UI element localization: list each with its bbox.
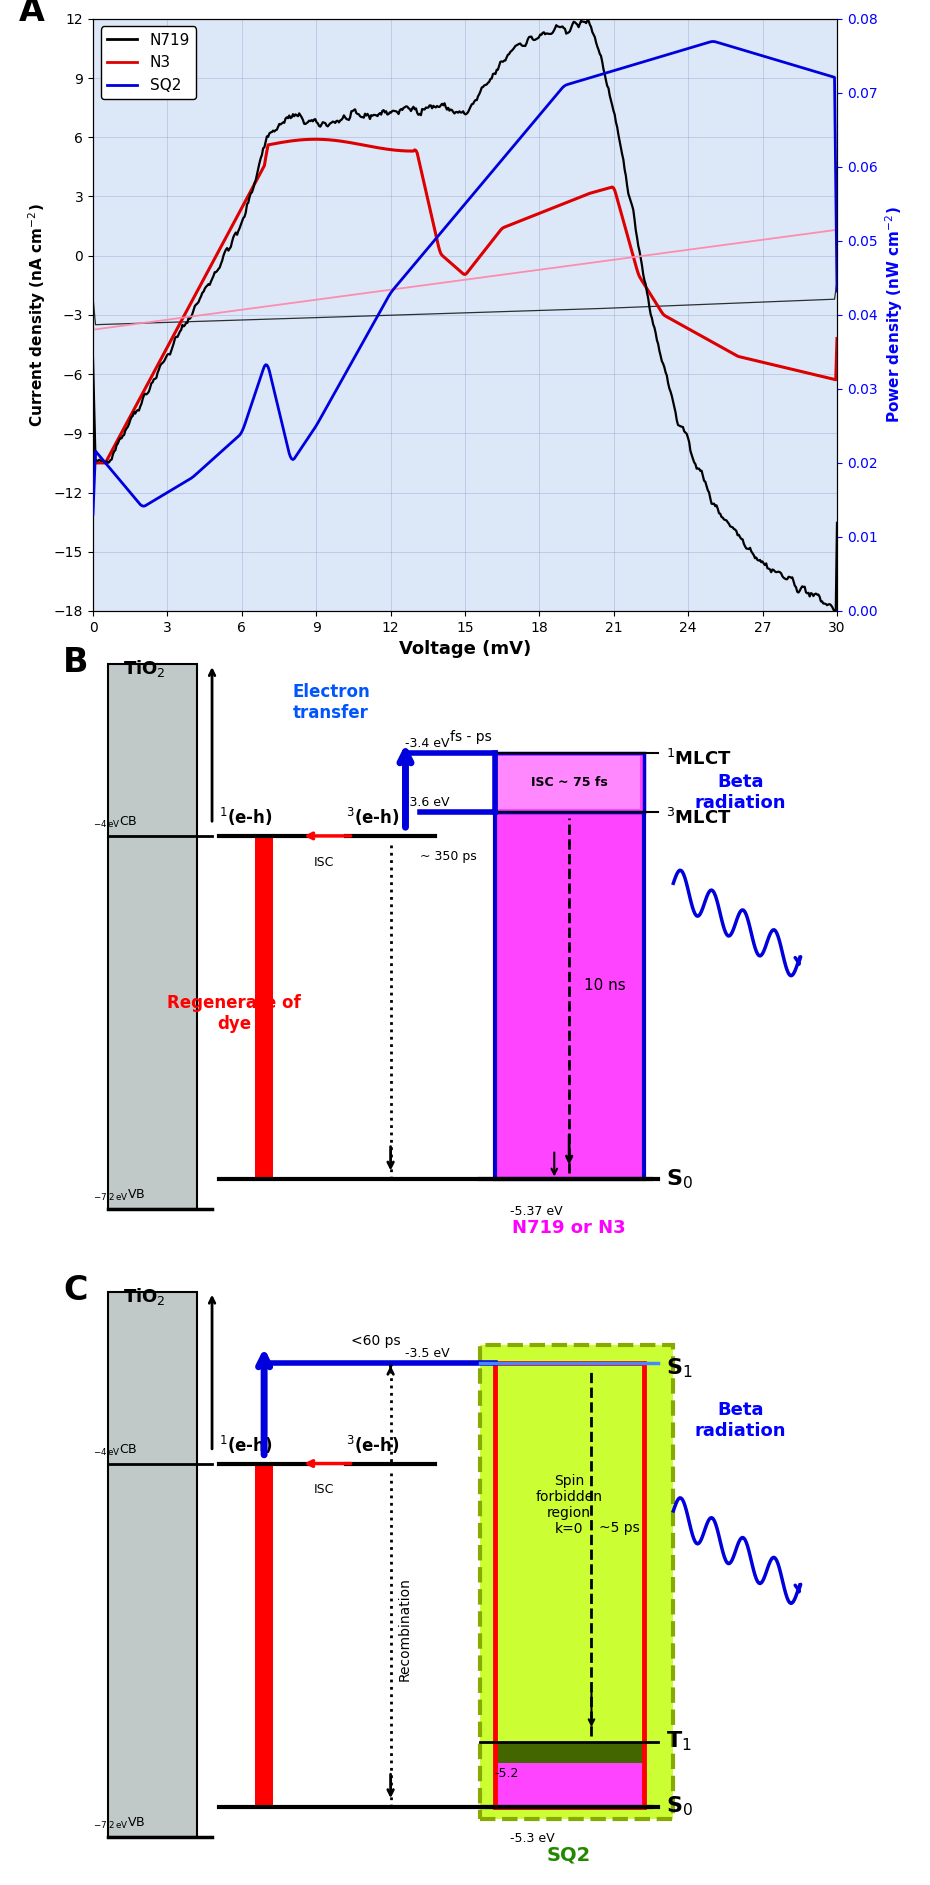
Bar bbox=[108, 664, 197, 1208]
Line: N3: N3 bbox=[93, 139, 837, 464]
Text: <60 ps: <60 ps bbox=[351, 1335, 401, 1348]
SQ2 bbox=[424, 236, 435, 258]
Line: SQ2: SQ2 bbox=[93, 41, 837, 515]
N3 bbox=[528, 204, 539, 226]
Text: $^3$(e-h): $^3$(e-h) bbox=[346, 807, 400, 828]
N719 bbox=[525, 25, 537, 47]
Text: fs - ps: fs - ps bbox=[450, 729, 492, 745]
Bar bbox=[495, 812, 644, 1180]
Text: $^3$MLCT: $^3$MLCT bbox=[666, 809, 731, 828]
Bar bbox=[495, 1762, 644, 1808]
Y-axis label: Current density (nA cm$^{-2}$): Current density (nA cm$^{-2}$) bbox=[27, 204, 48, 426]
Y-axis label: Power density (nW cm$^{-2}$): Power density (nW cm$^{-2}$) bbox=[883, 207, 905, 424]
Bar bbox=[495, 752, 644, 812]
N719 bbox=[829, 599, 840, 622]
Text: -5.37 eV: -5.37 eV bbox=[510, 1205, 563, 1218]
Text: A: A bbox=[19, 0, 45, 28]
Text: $^1$MLCT: $^1$MLCT bbox=[666, 748, 731, 769]
Text: Beta
radiation: Beta radiation bbox=[695, 773, 786, 812]
Text: 10 ns: 10 ns bbox=[584, 978, 626, 993]
SQ2 bbox=[525, 113, 537, 136]
Bar bbox=[108, 1291, 197, 1836]
Text: TiO$_2$: TiO$_2$ bbox=[123, 658, 166, 679]
SQ2 bbox=[219, 437, 231, 460]
Text: $^1$(e-h): $^1$(e-h) bbox=[219, 1434, 273, 1455]
Text: $_{-4\,\mathrm{eV}}$CB: $_{-4\,\mathrm{eV}}$CB bbox=[93, 1442, 138, 1457]
Text: S$_0$: S$_0$ bbox=[666, 1795, 693, 1819]
N3 bbox=[587, 181, 598, 204]
N3 bbox=[88, 452, 100, 475]
Text: C: C bbox=[63, 1274, 87, 1306]
N3 bbox=[220, 226, 232, 249]
Bar bbox=[255, 835, 273, 1180]
Text: ISC: ISC bbox=[313, 856, 334, 869]
Text: -3.4 eV: -3.4 eV bbox=[405, 737, 450, 750]
N719 bbox=[424, 94, 435, 117]
Bar bbox=[495, 1363, 644, 1742]
SQ2 bbox=[584, 66, 595, 89]
SQ2 bbox=[707, 30, 718, 53]
Text: N719 or N3: N719 or N3 bbox=[512, 1218, 626, 1237]
Text: Beta
radiation: Beta radiation bbox=[695, 1401, 786, 1440]
Text: ~ 350 ps: ~ 350 ps bbox=[420, 850, 477, 863]
N719 bbox=[582, 9, 593, 32]
N719 bbox=[831, 511, 843, 533]
N719 bbox=[649, 317, 660, 339]
Text: $_{-7.2\,\mathrm{eV}}$VB: $_{-7.2\,\mathrm{eV}}$VB bbox=[93, 1188, 145, 1203]
Bar bbox=[495, 1742, 644, 1808]
N3 bbox=[280, 130, 291, 153]
Text: T$_1$: T$_1$ bbox=[666, 1730, 692, 1753]
Text: Recombination: Recombination bbox=[398, 1578, 412, 1681]
N3 bbox=[87, 383, 99, 405]
N3 bbox=[650, 292, 661, 315]
Text: $^1$(e-h): $^1$(e-h) bbox=[219, 807, 273, 828]
Text: $_{-7.2\,\mathrm{eV}}$VB: $_{-7.2\,\mathrm{eV}}$VB bbox=[93, 1815, 145, 1830]
Bar bbox=[255, 1463, 273, 1808]
N3 bbox=[831, 328, 843, 351]
Text: $^3$(e-h): $^3$(e-h) bbox=[346, 1434, 400, 1455]
Bar bbox=[495, 1363, 644, 1808]
Bar bbox=[480, 1346, 673, 1819]
N719 bbox=[219, 241, 231, 264]
Text: ISC ~ 75 fs: ISC ~ 75 fs bbox=[531, 777, 607, 790]
Text: Electron
transfer: Electron transfer bbox=[292, 682, 370, 722]
Legend: N719, N3, SQ2: N719, N3, SQ2 bbox=[100, 26, 196, 100]
N719 bbox=[279, 111, 290, 134]
N3 bbox=[310, 128, 321, 151]
SQ2 bbox=[647, 47, 658, 70]
Text: $_{-4\,\mathrm{eV}}$CB: $_{-4\,\mathrm{eV}}$CB bbox=[93, 814, 138, 829]
Line: N719: N719 bbox=[93, 21, 837, 611]
Text: S$_0$: S$_0$ bbox=[666, 1167, 693, 1191]
Text: S$_1$: S$_1$ bbox=[666, 1357, 693, 1380]
Text: -5.2: -5.2 bbox=[495, 1768, 519, 1779]
N719 bbox=[586, 15, 597, 38]
N3 bbox=[427, 207, 438, 230]
SQ2 bbox=[279, 422, 290, 445]
Text: SQ2: SQ2 bbox=[547, 1845, 591, 1864]
Bar bbox=[498, 756, 640, 809]
SQ2 bbox=[87, 503, 99, 526]
SQ2 bbox=[831, 279, 843, 302]
Text: B: B bbox=[63, 647, 88, 679]
Text: TiO$_2$: TiO$_2$ bbox=[123, 1286, 166, 1306]
Text: ~5 ps: ~5 ps bbox=[599, 1521, 640, 1534]
Text: -3.5 eV: -3.5 eV bbox=[405, 1348, 450, 1359]
Text: -3.6 eV: -3.6 eV bbox=[405, 795, 450, 809]
Text: Spin
forbidden
region
k=0: Spin forbidden region k=0 bbox=[536, 1474, 603, 1536]
X-axis label: Voltage (mV): Voltage (mV) bbox=[399, 641, 531, 658]
Text: ISC: ISC bbox=[313, 1483, 334, 1497]
N719 bbox=[87, 347, 99, 369]
Text: Regenerate of
dye: Regenerate of dye bbox=[167, 993, 301, 1033]
Text: -5.3 eV: -5.3 eV bbox=[510, 1832, 554, 1845]
